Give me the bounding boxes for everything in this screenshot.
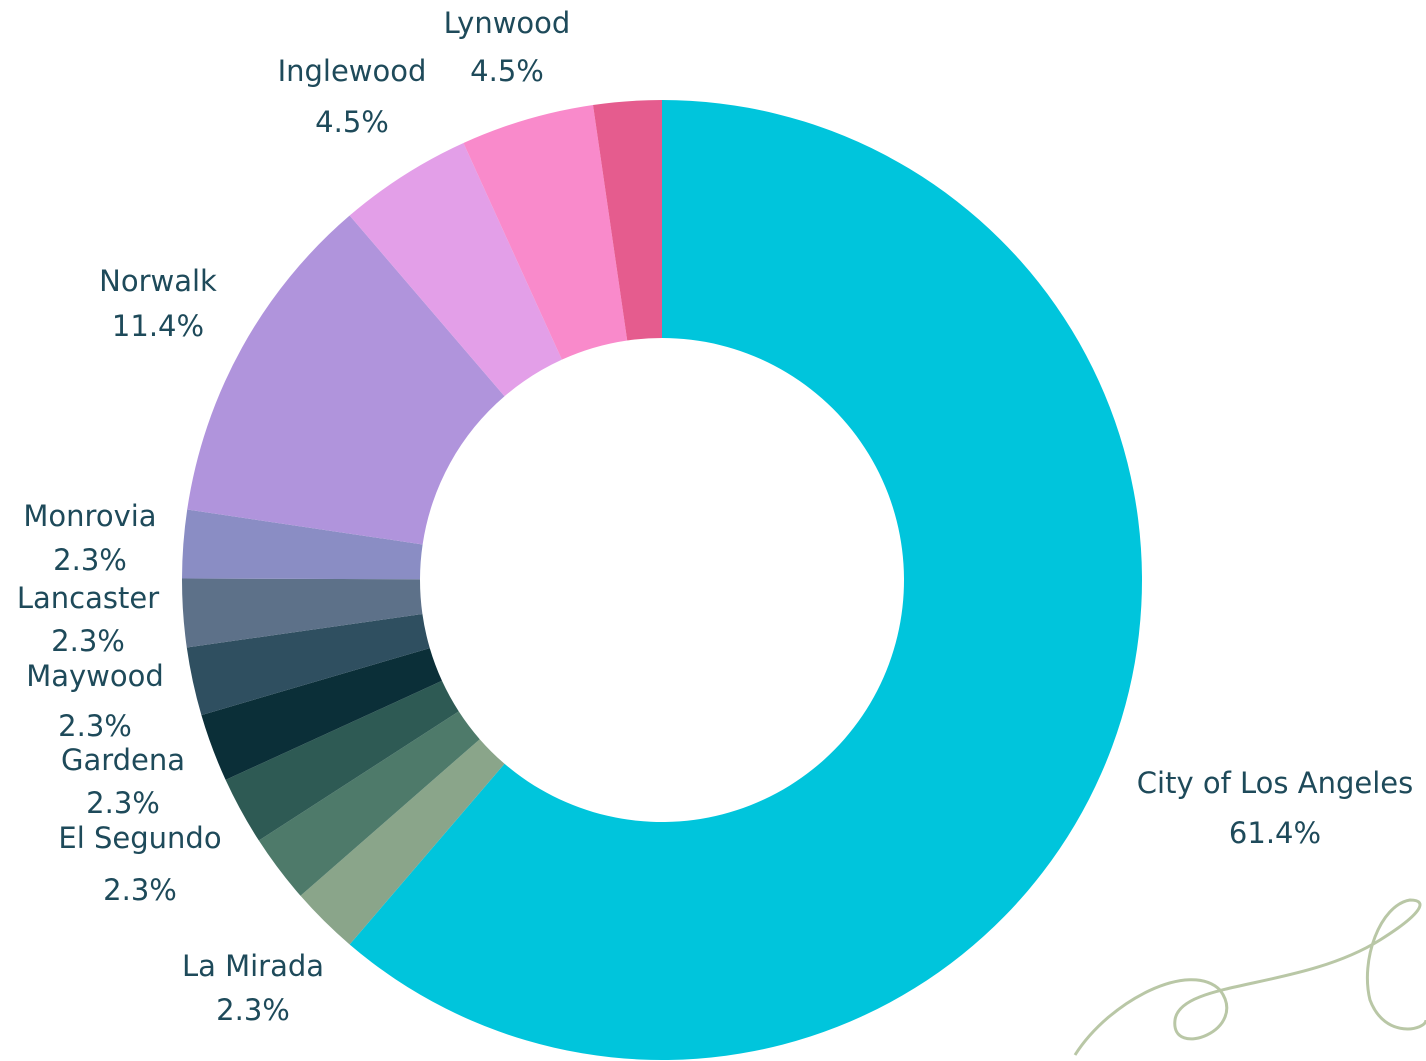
slice-label: Lynwood [444, 6, 571, 40]
value-label: 2.3% [58, 709, 132, 743]
slice [300, 739, 505, 945]
slice [187, 215, 505, 545]
slice [182, 578, 423, 648]
slice-label: Monrovia [23, 499, 156, 533]
slice [349, 100, 1142, 1060]
slice-label: Inglewood [278, 54, 427, 88]
slice-label: Norwalk [99, 264, 217, 298]
decoration [1073, 898, 1426, 1056]
value-label: 2.3% [86, 786, 160, 820]
value-label: 2.3% [51, 624, 125, 658]
slice-label: Gardena [61, 743, 185, 777]
slice [201, 648, 442, 780]
slice [182, 509, 423, 580]
value-label: 4.5% [315, 105, 389, 139]
value-label: 61.4% [1229, 816, 1321, 850]
value-label: 4.5% [470, 54, 544, 88]
value-label: 2.3% [216, 993, 290, 1027]
slice [593, 100, 662, 341]
slice [349, 142, 562, 397]
slice-label: City of Los Angeles [1137, 766, 1413, 800]
slice [463, 104, 628, 360]
slice [186, 614, 430, 716]
slice-label: Maywood [26, 659, 164, 693]
slice-label: El Segundo [58, 821, 221, 855]
slice [225, 680, 459, 841]
value-label: 2.3% [103, 873, 177, 907]
value-label: 11.4% [112, 309, 204, 343]
slice-label: La Mirada [182, 949, 324, 983]
value-label: 2.3% [53, 543, 127, 577]
slice [258, 711, 480, 896]
slice-label: Lancaster [17, 581, 159, 615]
